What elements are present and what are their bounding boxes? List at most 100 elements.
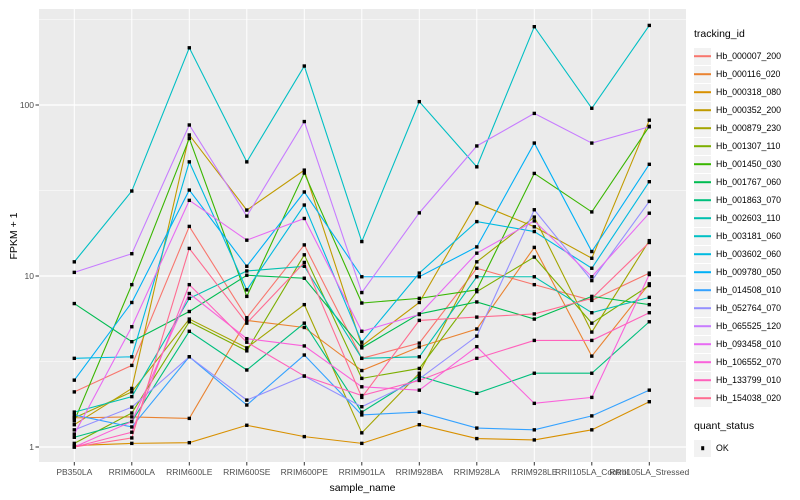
data-point [532, 25, 536, 29]
legend-item: Hb_003181_060 [694, 227, 800, 245]
data-point [417, 341, 421, 345]
data-point [417, 296, 421, 301]
data-point [475, 275, 479, 279]
data-point [532, 282, 536, 287]
data-point [72, 423, 76, 427]
data-point [72, 390, 76, 394]
data-point [417, 300, 421, 305]
data-point [130, 390, 134, 394]
legend-key-line [694, 91, 711, 93]
legend-item: Hb_000879_230 [694, 119, 800, 137]
y-tick-label: 100 [19, 100, 34, 110]
data-point [475, 266, 479, 270]
data-point [647, 118, 651, 122]
data-point [475, 201, 479, 205]
x-tick-label: PB350LA [56, 467, 93, 477]
data-point [360, 275, 364, 279]
legend-key-swatch [694, 137, 711, 155]
legend-item-label: Hb_001450_030 [716, 159, 782, 169]
data-point [590, 298, 594, 303]
data-point [130, 386, 134, 391]
data-point [302, 260, 306, 265]
data-point [187, 246, 191, 251]
legend-key-line [694, 271, 711, 273]
x-tick-label: RRIM928BA [395, 467, 443, 477]
data-point [130, 415, 134, 419]
data-point [360, 413, 364, 417]
legend-item-label: Hb_052764_070 [716, 303, 782, 313]
data-point [302, 171, 306, 175]
data-point [532, 225, 536, 229]
data-point [417, 211, 421, 215]
data-point [72, 260, 76, 264]
data-point [302, 64, 306, 68]
legend-key-line [694, 289, 711, 291]
data-point [647, 125, 651, 129]
data-point [532, 245, 536, 250]
data-point [245, 398, 249, 402]
legend-key-swatch [694, 65, 711, 83]
data-point [302, 321, 306, 325]
legend-items: Hb_000007_200 Hb_000116_020 Hb_000318_080 H… [694, 47, 800, 407]
data-point [360, 344, 364, 348]
data-point [475, 436, 479, 441]
data-point [245, 208, 249, 212]
data-point [302, 119, 306, 124]
data-point [72, 413, 76, 417]
data-point [187, 133, 191, 137]
legend-item: Hb_001767_060 [694, 173, 800, 191]
data-point [187, 291, 191, 296]
data-point [532, 215, 536, 219]
data-point [475, 251, 479, 255]
legend-key-line [694, 343, 711, 345]
legend-key-line [694, 325, 711, 327]
legend-item: Hb_052764_070 [694, 299, 800, 317]
data-point [647, 199, 651, 204]
data-point [245, 346, 249, 350]
data-point [130, 189, 134, 193]
legend-key-swatch [694, 317, 711, 335]
legend-item-label: Hb_003181_060 [716, 231, 782, 241]
legend-key-swatch [694, 335, 711, 353]
data-point [647, 400, 651, 404]
data-point [475, 260, 479, 264]
legend-item: Hb_000116_020 [694, 65, 800, 83]
legend-item: Hb_065525_120 [694, 317, 800, 335]
data-point [590, 266, 594, 270]
legend-item-label: Hb_000352_200 [716, 105, 782, 115]
data-point [245, 349, 249, 353]
data-point [245, 321, 249, 325]
legend-title-quant-status: quant_status [694, 420, 755, 432]
data-point [302, 264, 306, 268]
data-point [187, 317, 191, 321]
data-point [417, 366, 421, 371]
legend-title-tracking-id: tracking_id [694, 28, 745, 40]
data-point [590, 278, 594, 283]
data-point [360, 290, 364, 295]
legend-key-line [694, 397, 711, 399]
legend-item: Hb_014508_010 [694, 281, 800, 299]
data-point [302, 276, 306, 280]
data-point [187, 198, 191, 203]
data-point [417, 355, 421, 359]
data-point [187, 320, 191, 324]
x-tick-label: RRIM600LE [166, 467, 213, 477]
legend-key-line [694, 307, 711, 309]
data-point [187, 440, 191, 445]
legend-item-label: Hb_093458_010 [716, 339, 782, 349]
legend-key-line [694, 235, 711, 237]
data-point [532, 317, 536, 321]
data-point [130, 436, 134, 440]
data-point [475, 391, 479, 396]
legend-item: Hb_001450_030 [694, 155, 800, 173]
data-point [360, 441, 364, 446]
data-point [590, 275, 594, 279]
data-point [475, 245, 479, 249]
data-point [187, 136, 191, 141]
legend-key-line [694, 145, 711, 147]
data-point [647, 295, 651, 300]
x-tick-label: RRIM928LE [511, 467, 558, 477]
data-point [302, 253, 306, 257]
data-point [532, 229, 536, 234]
data-point [417, 371, 421, 375]
